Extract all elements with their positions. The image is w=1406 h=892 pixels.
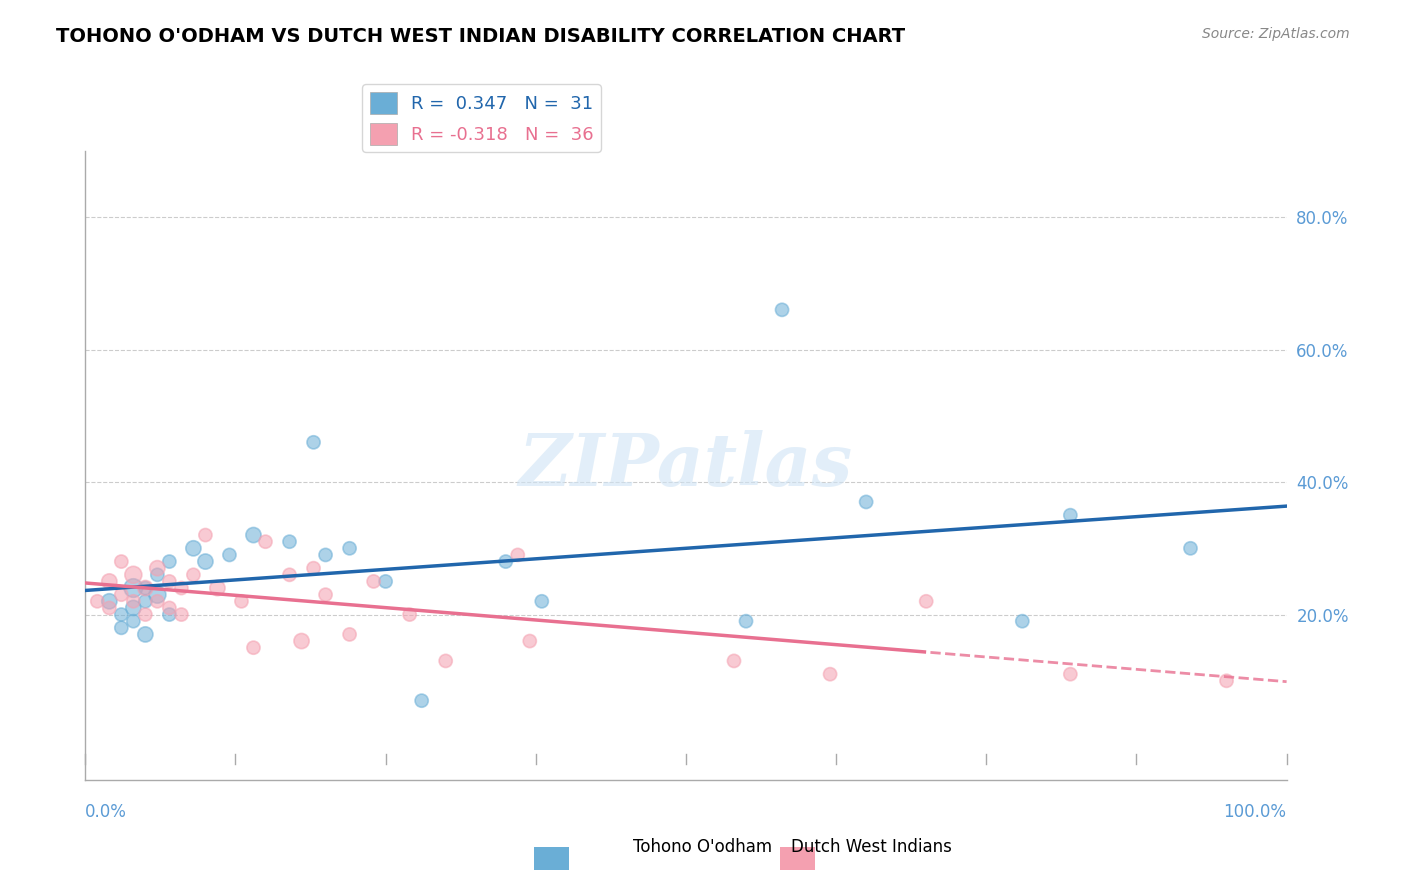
Point bbox=[183, 541, 205, 556]
Point bbox=[157, 607, 180, 622]
Point bbox=[110, 621, 132, 635]
Point bbox=[170, 581, 193, 595]
Text: 0.0%: 0.0% bbox=[86, 804, 127, 822]
Point bbox=[183, 567, 205, 582]
Point bbox=[98, 574, 121, 589]
Text: 100.0%: 100.0% bbox=[1223, 804, 1286, 822]
Point bbox=[723, 654, 745, 668]
Point bbox=[146, 567, 169, 582]
Point bbox=[157, 555, 180, 569]
Text: TOHONO O'ODHAM VS DUTCH WEST INDIAN DISABILITY CORRELATION CHART: TOHONO O'ODHAM VS DUTCH WEST INDIAN DISA… bbox=[56, 27, 905, 45]
Point bbox=[1011, 614, 1033, 628]
Text: Source: ZipAtlas.com: Source: ZipAtlas.com bbox=[1202, 27, 1350, 41]
Point bbox=[157, 574, 180, 589]
Point bbox=[278, 534, 301, 549]
Point bbox=[242, 640, 264, 655]
Point bbox=[146, 594, 169, 608]
Point bbox=[818, 667, 841, 681]
Point bbox=[1215, 673, 1237, 688]
Point bbox=[157, 601, 180, 615]
Point bbox=[86, 594, 108, 608]
Point bbox=[194, 555, 217, 569]
Point bbox=[122, 567, 145, 582]
Point bbox=[495, 555, 517, 569]
Point bbox=[339, 541, 361, 556]
Point bbox=[530, 594, 553, 608]
Point bbox=[506, 548, 529, 562]
Point bbox=[519, 634, 541, 648]
Legend: R =  0.347   N =  31, R = -0.318   N =  36: R = 0.347 N = 31, R = -0.318 N = 36 bbox=[363, 85, 600, 152]
Point bbox=[254, 534, 277, 549]
Point bbox=[302, 561, 325, 575]
Point bbox=[302, 435, 325, 450]
Point bbox=[134, 581, 156, 595]
Point bbox=[315, 548, 337, 562]
Point bbox=[315, 588, 337, 602]
Point bbox=[110, 607, 132, 622]
Point bbox=[146, 561, 169, 575]
Point bbox=[170, 607, 193, 622]
Point bbox=[218, 548, 240, 562]
Point bbox=[122, 614, 145, 628]
Point bbox=[374, 574, 396, 589]
Text: Dutch West Indians: Dutch West Indians bbox=[792, 838, 952, 856]
Point bbox=[98, 594, 121, 608]
Point bbox=[434, 654, 457, 668]
Point bbox=[207, 581, 229, 595]
Point bbox=[411, 694, 433, 708]
Text: ZIPatlas: ZIPatlas bbox=[519, 430, 853, 501]
Point bbox=[290, 634, 312, 648]
Point bbox=[339, 627, 361, 641]
FancyBboxPatch shape bbox=[523, 840, 581, 876]
Point bbox=[231, 594, 253, 608]
Point bbox=[122, 594, 145, 608]
Point bbox=[110, 588, 132, 602]
Point bbox=[110, 555, 132, 569]
Point bbox=[122, 601, 145, 615]
Point bbox=[363, 574, 385, 589]
Point bbox=[134, 594, 156, 608]
FancyBboxPatch shape bbox=[770, 840, 827, 876]
Point bbox=[134, 607, 156, 622]
Point bbox=[915, 594, 938, 608]
Point bbox=[1180, 541, 1202, 556]
Point bbox=[398, 607, 420, 622]
Point bbox=[98, 601, 121, 615]
Point bbox=[242, 528, 264, 542]
Point bbox=[1059, 508, 1081, 523]
Point bbox=[855, 495, 877, 509]
Text: Tohono O'odham: Tohono O'odham bbox=[634, 838, 772, 856]
Point bbox=[194, 528, 217, 542]
Point bbox=[134, 627, 156, 641]
Point bbox=[146, 588, 169, 602]
Point bbox=[1059, 667, 1081, 681]
Point bbox=[134, 581, 156, 595]
Point bbox=[278, 567, 301, 582]
Point bbox=[122, 581, 145, 595]
Point bbox=[735, 614, 758, 628]
Point bbox=[770, 302, 793, 317]
